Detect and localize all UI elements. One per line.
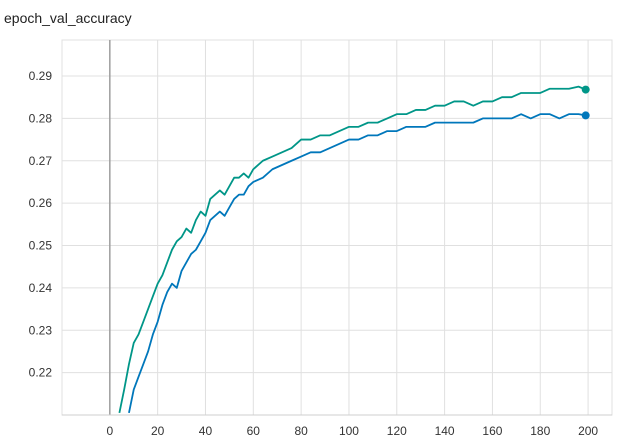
- y-tick-label: 0.24: [29, 281, 53, 295]
- y-tick-label: 0.25: [29, 239, 53, 253]
- series-endpoint-1[interactable]: [581, 85, 590, 94]
- y-tick-label: 0.28: [29, 111, 53, 125]
- tick-labels: 0 20 40 60 80 100 120 140 160 180 200 0.22 0.23 0.24 0…: [29, 69, 599, 438]
- series-layer: [118, 85, 590, 414]
- x-tick-label: 0: [106, 424, 113, 438]
- x-tick-label: 80: [294, 424, 308, 438]
- x-tick-label: 120: [387, 424, 407, 438]
- x-tick-label: 160: [482, 424, 502, 438]
- x-tick-label: 180: [530, 424, 550, 438]
- y-tick-label: 0.22: [29, 366, 53, 380]
- series-line-2: [128, 113, 586, 414]
- grid: [61, 39, 613, 416]
- x-tick-label: 100: [339, 424, 359, 438]
- y-tick-label: 0.27: [29, 154, 53, 168]
- y-tick-label: 0.29: [29, 69, 53, 83]
- y-tick-label: 0.23: [29, 323, 53, 337]
- x-tick-label: 140: [435, 424, 455, 438]
- series-endpoint-2[interactable]: [581, 111, 590, 120]
- y-tick-label: 0.26: [29, 196, 53, 210]
- x-tick-label: 20: [151, 424, 165, 438]
- x-tick-label: 60: [247, 424, 261, 438]
- axes: [62, 40, 612, 416]
- series-line-1: [118, 85, 587, 414]
- chart-title: epoch_val_accuracy: [4, 10, 132, 26]
- x-tick-label: 40: [199, 424, 213, 438]
- x-tick-label: 200: [578, 424, 598, 438]
